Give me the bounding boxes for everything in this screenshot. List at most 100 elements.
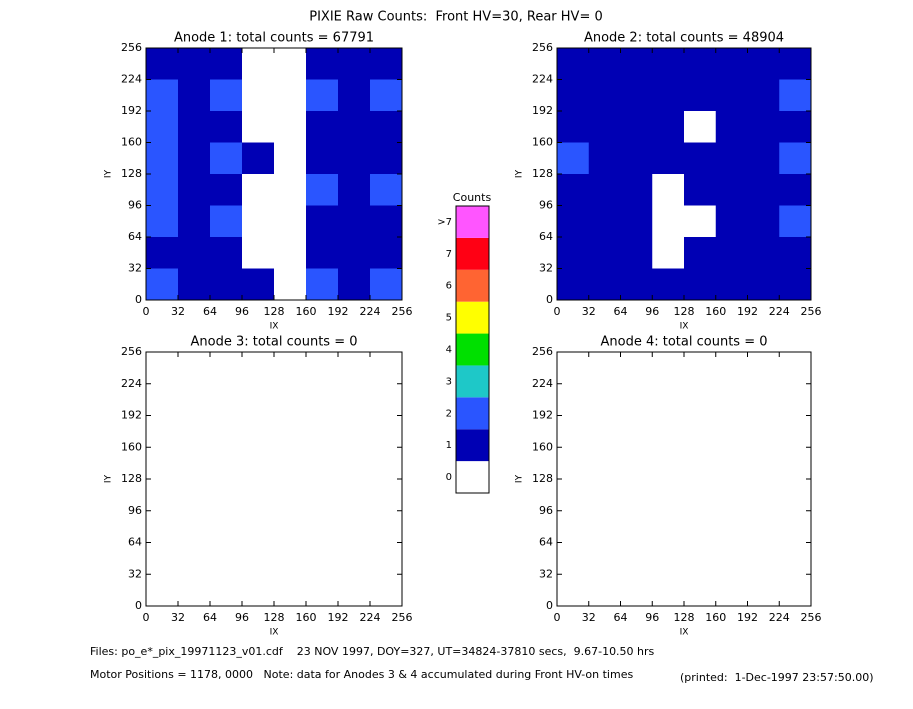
heat-cell (779, 205, 812, 238)
x-tick-label: 128 (264, 611, 285, 624)
heat-cell (715, 111, 748, 143)
heat-cell (652, 79, 685, 112)
x-tick-label: 0 (143, 305, 150, 318)
heat-cell (210, 268, 243, 301)
heat-cell (338, 48, 371, 80)
y-tick-label: 96 (128, 199, 142, 212)
colorbar-label: >7 (437, 217, 452, 228)
y-axis-label: IY (104, 474, 114, 483)
heat-cell (274, 48, 307, 80)
footer-files: Files: po_e*_pix_19971123_v01.cdf 23 NOV… (90, 645, 655, 658)
heat-cell (652, 237, 685, 269)
heat-cell (684, 174, 717, 206)
y-tick-label: 64 (539, 536, 553, 549)
heat-cell (242, 205, 275, 238)
heat-cell (684, 142, 717, 175)
heat-cell (178, 268, 211, 301)
heat-cell (779, 48, 812, 80)
heat-cell (242, 142, 275, 175)
heat-cell (242, 268, 275, 301)
heat-cell (338, 268, 371, 301)
x-tick-label: 128 (674, 611, 695, 624)
x-tick-label: 224 (769, 305, 790, 318)
heat-cell (274, 268, 307, 301)
x-axis-label: IX (270, 322, 279, 332)
heat-cell (779, 79, 812, 112)
y-axis-label: IY (515, 169, 525, 178)
x-tick-label: 64 (614, 611, 628, 624)
colorbar-label: 2 (446, 408, 452, 419)
heat-cell (620, 48, 653, 80)
colorbar-swatch (456, 461, 489, 493)
heat-cell (557, 174, 590, 206)
y-tick-label: 192 (532, 409, 553, 422)
y-tick-label: 192 (532, 104, 553, 117)
heat-cell (588, 237, 621, 269)
heat-cell (210, 205, 243, 238)
y-tick-label: 64 (128, 536, 142, 549)
x-tick-label: 224 (360, 611, 381, 624)
heat-cell (620, 111, 653, 143)
heat-cell (370, 237, 403, 269)
colorbar-label: 5 (446, 313, 452, 324)
heat-cell (620, 142, 653, 175)
heat-cell (557, 79, 590, 112)
heat-cell (306, 79, 339, 112)
x-tick-label: 160 (705, 611, 726, 624)
y-tick-label: 0 (135, 599, 142, 612)
heat-cell (715, 268, 748, 301)
heat-cell (715, 79, 748, 112)
heat-cell (557, 237, 590, 269)
colorbar-label: 4 (446, 345, 452, 356)
heat-cell (242, 174, 275, 206)
x-tick-label: 224 (360, 305, 381, 318)
heat-cell (779, 268, 812, 301)
heat-cell (588, 111, 621, 143)
x-tick-label: 32 (171, 305, 185, 318)
heat-cell (747, 237, 780, 269)
heat-cell (779, 174, 812, 206)
heat-cell (620, 79, 653, 112)
heat-cell (274, 79, 307, 112)
figure-title: PIXIE Raw Counts: Front HV=30, Rear HV= … (309, 10, 603, 25)
heat-cell (210, 237, 243, 269)
x-tick-label: 192 (328, 305, 349, 318)
heat-cell (747, 142, 780, 175)
y-tick-label: 128 (532, 472, 553, 485)
y-tick-label: 224 (532, 73, 553, 86)
y-tick-label: 160 (121, 136, 142, 149)
colorbar-frame (455, 205, 490, 494)
heat-cell (684, 268, 717, 301)
x-tick-label: 32 (171, 611, 185, 624)
y-tick-label: 0 (546, 599, 553, 612)
x-tick-label: 160 (296, 305, 317, 318)
heat-cell (146, 205, 179, 238)
heat-cell (684, 111, 717, 143)
x-tick-label: 128 (264, 305, 285, 318)
y-tick-label: 32 (539, 262, 553, 275)
heat-cell (557, 268, 590, 301)
heat-cell (652, 48, 685, 80)
y-tick-label: 96 (128, 504, 142, 517)
heat-cell (306, 237, 339, 269)
x-tick-label: 96 (645, 305, 659, 318)
heat-cell (274, 142, 307, 175)
panel-title: Anode 3: total counts = 0 (191, 335, 358, 350)
heat-cell (178, 142, 211, 175)
y-tick-label: 96 (539, 199, 553, 212)
heat-cell (747, 174, 780, 206)
y-tick-label: 0 (546, 293, 553, 306)
x-axis-label: IX (680, 322, 689, 332)
heat-cell (146, 174, 179, 206)
plot-frame (556, 351, 812, 607)
heat-cell (210, 111, 243, 143)
x-axis-label: IX (680, 628, 689, 638)
footer-printed: (printed: 1-Dec-1997 23:57:50.00) (680, 671, 874, 684)
x-tick-label: 160 (705, 305, 726, 318)
heat-cell (242, 237, 275, 269)
heat-cell (557, 111, 590, 143)
y-tick-label: 224 (121, 73, 142, 86)
x-tick-label: 32 (582, 305, 596, 318)
